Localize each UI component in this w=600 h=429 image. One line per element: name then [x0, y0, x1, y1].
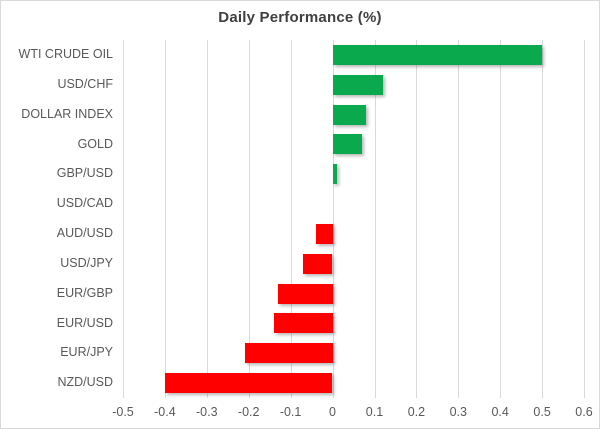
x-tick-label: 0.5 [533, 405, 551, 419]
category-label: EUR/USD [56, 315, 113, 330]
gridline [500, 40, 502, 398]
bar-aud-usd [315, 223, 333, 244]
gridline [164, 40, 166, 398]
x-tick-label: 0.2 [407, 405, 426, 419]
bar-wti-crude-oil [332, 44, 542, 65]
gridline [248, 40, 250, 398]
chart-title: Daily Performance (%) [218, 9, 382, 26]
category-label: GBP/USD [56, 166, 113, 181]
x-tick-label: -0.4 [154, 405, 176, 419]
category-label: USD/JPY [60, 255, 113, 270]
bar-eur-gbp [278, 283, 333, 304]
gridline [374, 40, 376, 398]
category-label: AUD/USD [56, 226, 113, 240]
category-label: WTI CRUDE OIL [18, 47, 113, 61]
x-tick-label: 0.4 [491, 405, 509, 419]
gridline [206, 40, 208, 398]
gridline [584, 40, 585, 398]
bar-eur-usd [273, 313, 333, 334]
bar-eur-jpy [244, 343, 333, 364]
x-tick-label: 0 [329, 405, 336, 419]
x-tick-label: -0.3 [196, 405, 218, 419]
category-label: USD/CHF [57, 76, 113, 91]
category-label: EUR/GBP [56, 285, 113, 300]
x-tick-label: -0.1 [279, 405, 302, 419]
category-label: EUR/JPY [60, 345, 113, 360]
gridline [542, 40, 544, 398]
x-tick-label: 0.3 [449, 405, 467, 419]
x-tick-label: -0.2 [237, 405, 260, 419]
plot-area [123, 40, 585, 398]
bar-usd-chf [332, 74, 383, 95]
category-label: NZD/USD [57, 375, 113, 390]
gridline [416, 40, 418, 398]
bar-nzd-usd [164, 373, 333, 394]
x-tick-label: 0.1 [365, 405, 384, 419]
gridline [290, 40, 292, 398]
x-tick-label: 0.6 [575, 405, 593, 419]
bar-usd-jpy [303, 253, 333, 274]
gridline [332, 40, 334, 398]
x-tick-label: -0.5 [112, 405, 134, 419]
category-label: USD/CAD [56, 196, 113, 211]
category-label: GOLD [77, 136, 113, 151]
gridline [458, 40, 460, 398]
gridline [123, 40, 124, 398]
category-label: DOLLAR INDEX [21, 106, 113, 121]
bar-gold [332, 134, 362, 155]
bar-dollar-index [332, 104, 366, 125]
bar-gbp-usd [332, 164, 337, 185]
